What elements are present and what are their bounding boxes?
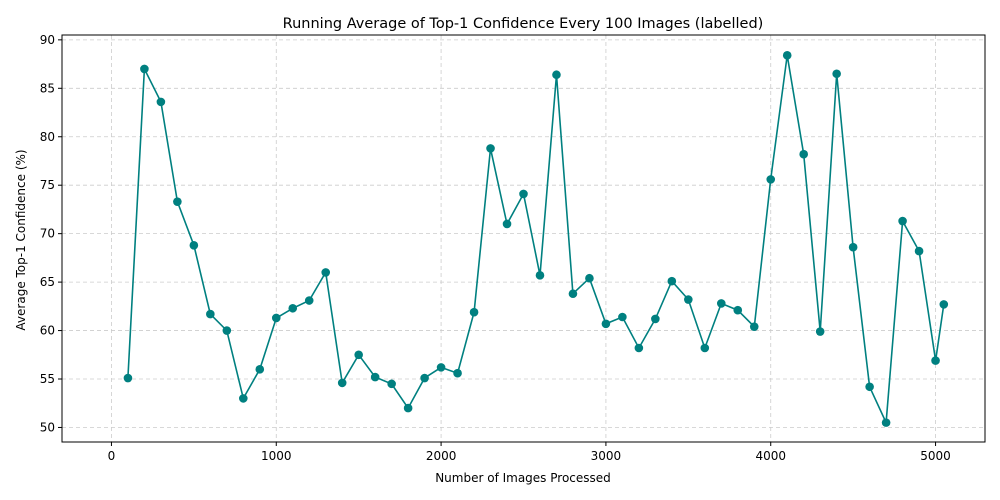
data-point — [337, 378, 347, 388]
data-point — [370, 372, 380, 382]
data-series — [123, 51, 949, 427]
x-axis-title: Number of Images Processed — [435, 471, 611, 485]
data-point — [420, 373, 429, 383]
data-point — [436, 363, 446, 372]
data-point — [123, 373, 133, 383]
y-tick-label: 90 — [40, 33, 55, 47]
data-point — [799, 149, 808, 159]
y-tick-label: 55 — [40, 372, 55, 386]
data-point — [931, 356, 940, 365]
data-point — [453, 368, 462, 378]
data-point — [700, 343, 710, 353]
data-point — [651, 314, 660, 324]
data-point — [865, 382, 874, 392]
data-point — [848, 242, 858, 252]
x-tick-label: 3000 — [591, 449, 622, 463]
data-point — [156, 97, 166, 107]
plot-area-frame — [61, 34, 986, 443]
x-tick-label: 5000 — [920, 449, 951, 463]
data-point — [881, 418, 891, 427]
data-point — [601, 319, 611, 329]
data-point — [552, 70, 561, 80]
data-point — [815, 327, 825, 336]
data-point — [239, 394, 248, 403]
data-point — [634, 343, 644, 353]
data-point — [832, 69, 841, 79]
data-point — [733, 305, 743, 315]
x-tick-label: 2000 — [426, 449, 457, 463]
y-axis-ticks: 50 55 60 65 70 75 80 85 90 — [40, 33, 62, 434]
y-tick-label: 65 — [40, 275, 55, 289]
y-tick-label: 50 — [40, 420, 55, 434]
x-tick-label: 1000 — [261, 449, 292, 463]
data-point — [519, 189, 528, 199]
data-point — [255, 365, 265, 374]
data-point — [502, 219, 512, 229]
data-point — [321, 268, 331, 277]
data-point — [403, 403, 413, 413]
data-point — [618, 312, 627, 322]
data-point — [749, 322, 759, 331]
grid-lines — [62, 35, 985, 442]
data-point — [288, 303, 298, 313]
data-point — [206, 309, 215, 319]
data-point — [939, 300, 949, 309]
data-point — [535, 271, 545, 280]
data-point — [667, 276, 677, 286]
data-point — [469, 307, 479, 317]
x-tick-label: 0 — [108, 449, 116, 463]
data-point — [568, 289, 578, 299]
data-point — [914, 246, 924, 256]
data-point — [898, 216, 907, 226]
data-point — [173, 197, 182, 206]
x-axis-ticks: 0 1000 2000 3000 4000 5000 — [108, 442, 951, 463]
data-point — [222, 326, 232, 335]
data-point — [486, 144, 495, 153]
data-point — [140, 64, 149, 74]
data-point — [585, 273, 594, 283]
data-point — [684, 295, 693, 304]
y-axis-title: Average Top-1 Confidence (%) — [14, 149, 28, 330]
data-point — [387, 379, 396, 389]
data-point — [782, 51, 792, 60]
y-tick-label: 75 — [40, 178, 55, 192]
y-tick-label: 70 — [40, 227, 55, 241]
chart-title: Running Average of Top-1 Confidence Ever… — [283, 16, 764, 32]
data-point — [271, 313, 281, 323]
data-point — [766, 175, 776, 184]
x-tick-label: 4000 — [755, 449, 786, 463]
y-tick-label: 85 — [40, 81, 55, 95]
data-point — [716, 299, 726, 308]
y-tick-label: 80 — [40, 130, 55, 144]
data-point — [354, 350, 363, 360]
data-point — [304, 296, 314, 305]
data-point — [189, 240, 199, 250]
y-tick-label: 60 — [40, 324, 55, 338]
